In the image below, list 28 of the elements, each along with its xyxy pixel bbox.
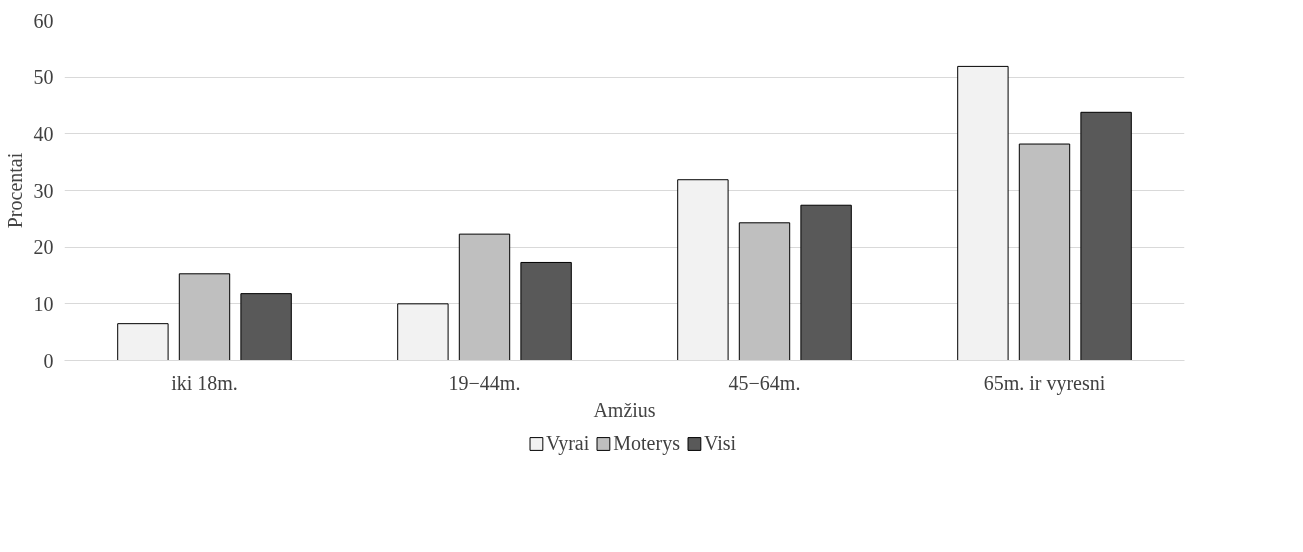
bar <box>1018 143 1071 361</box>
y-tick-label: 10 <box>33 292 54 315</box>
bar <box>677 179 729 361</box>
legend-label: Visi <box>703 431 737 455</box>
y-tick-label: 40 <box>33 122 54 145</box>
x-tick-label: 65m. ir vyresni <box>983 371 1106 395</box>
x-tick-label: 19−44m. <box>448 371 521 394</box>
bar <box>178 273 231 361</box>
x-axis-title: Amžius <box>593 398 656 421</box>
bar <box>117 323 169 361</box>
legend-label: Vyrai <box>545 431 590 455</box>
bar <box>738 222 791 361</box>
y-tick-label: 30 <box>33 179 54 202</box>
bar <box>957 65 1009 361</box>
bar <box>458 233 511 361</box>
y-tick-label: 60 <box>33 9 54 32</box>
bar <box>397 303 449 361</box>
y-tick-label: 0 <box>43 349 54 372</box>
y-tick-label: 20 <box>33 236 54 259</box>
bar <box>240 293 292 361</box>
bar <box>520 261 572 361</box>
legend-label: Moterys <box>613 431 680 455</box>
y-tick-label: 50 <box>33 66 54 89</box>
bar <box>800 204 852 361</box>
x-tick-label: iki 18m. <box>171 371 238 394</box>
x-tick-label: 45−64m. <box>728 371 801 394</box>
bar <box>1080 111 1132 361</box>
y-axis-title: Procentai <box>3 152 26 229</box>
